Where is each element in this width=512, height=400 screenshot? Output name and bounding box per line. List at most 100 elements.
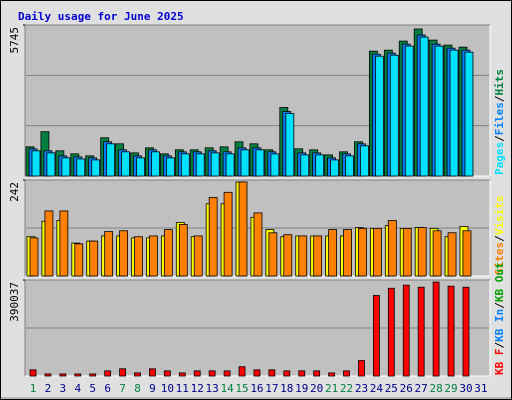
bar <box>104 231 114 277</box>
bar <box>134 236 143 277</box>
x-tick-label: 15 <box>235 382 248 395</box>
bar <box>372 295 380 377</box>
x-tick-label: 2 <box>45 382 52 395</box>
bar <box>432 230 442 277</box>
bar <box>298 370 306 377</box>
bar <box>402 227 412 277</box>
bar <box>180 153 190 177</box>
bar <box>151 151 160 177</box>
bar <box>134 372 141 377</box>
bar <box>225 153 235 177</box>
bar <box>44 373 52 377</box>
bar <box>360 145 369 177</box>
x-tick-label: 28 <box>429 382 442 395</box>
bar <box>283 370 291 377</box>
bar <box>59 373 67 377</box>
y-tick-label: 390037 <box>8 282 21 322</box>
bar <box>59 210 69 277</box>
bar <box>208 370 216 377</box>
bar <box>345 155 354 177</box>
bar <box>283 234 293 277</box>
bar <box>255 149 265 177</box>
legend: KB F/KB In/KB Out <box>493 262 506 375</box>
bar <box>300 154 310 177</box>
bar <box>104 370 112 377</box>
bar <box>165 157 175 177</box>
bar <box>417 286 425 377</box>
bar <box>195 153 205 177</box>
bar <box>240 149 250 177</box>
legend-separator: / <box>493 302 506 309</box>
bar <box>328 372 336 377</box>
legend: Pages/Files/Hits <box>493 69 506 175</box>
bar <box>210 152 220 177</box>
bar <box>29 369 37 377</box>
legend-entry: KB F <box>493 349 506 376</box>
bar <box>193 235 203 277</box>
x-tick-label: 21 <box>325 382 338 395</box>
legend-separator: / <box>493 235 506 242</box>
bar <box>136 157 145 177</box>
bar <box>74 243 84 277</box>
x-tick-label: 10 <box>161 382 174 395</box>
legend-entry: KB In <box>493 309 506 342</box>
bar <box>358 227 367 277</box>
x-tick-label: 3 <box>60 382 67 395</box>
bar <box>417 227 427 277</box>
bar <box>149 235 158 277</box>
x-tick-label: 24 <box>370 382 384 395</box>
bar <box>343 229 352 277</box>
x-tick-label: 17 <box>265 382 278 395</box>
bar <box>223 370 231 377</box>
x-tick-label: 12 <box>191 382 204 395</box>
x-tick-label: 16 <box>250 382 263 395</box>
bar <box>372 227 382 277</box>
bar <box>46 152 56 177</box>
x-tick-label: 22 <box>340 382 353 395</box>
bar <box>268 369 276 377</box>
bar <box>163 229 173 277</box>
x-tick-label: 1 <box>30 382 37 395</box>
bar <box>387 220 397 277</box>
bar <box>270 153 280 177</box>
bar <box>315 154 325 177</box>
x-tick-label: 30 <box>459 382 472 395</box>
bar <box>268 232 278 277</box>
bar <box>447 232 457 277</box>
bar <box>462 286 470 377</box>
legend-entry: Hits <box>493 69 506 96</box>
x-tick-label: 26 <box>400 382 413 395</box>
bar <box>91 159 101 177</box>
bar <box>89 373 97 377</box>
bar <box>29 237 39 277</box>
bar <box>253 212 263 277</box>
chart-title: Daily usage for June 2025 <box>18 10 184 23</box>
x-tick-label: 5 <box>89 382 96 395</box>
bar <box>358 360 365 377</box>
bar <box>74 373 82 377</box>
bar <box>44 210 54 277</box>
bar <box>119 230 128 277</box>
bar <box>119 368 126 377</box>
bar <box>402 284 410 377</box>
legend-entry: Sites <box>493 242 506 275</box>
bar <box>193 370 201 377</box>
bar <box>163 370 171 377</box>
bar <box>149 368 156 377</box>
x-tick-label: 14 <box>220 382 234 395</box>
bar <box>313 370 321 377</box>
bar <box>208 197 218 277</box>
bar <box>313 235 323 277</box>
bar <box>76 158 86 177</box>
legend-separator: / <box>493 95 506 102</box>
legend-separator: / <box>493 342 506 349</box>
legend-separator: / <box>493 135 506 142</box>
bar <box>330 159 340 177</box>
bar <box>253 369 261 377</box>
bar <box>419 36 429 177</box>
y-tick-label: 5745 <box>8 27 21 54</box>
bar <box>374 55 384 177</box>
bar <box>404 45 414 177</box>
bar <box>178 224 188 277</box>
